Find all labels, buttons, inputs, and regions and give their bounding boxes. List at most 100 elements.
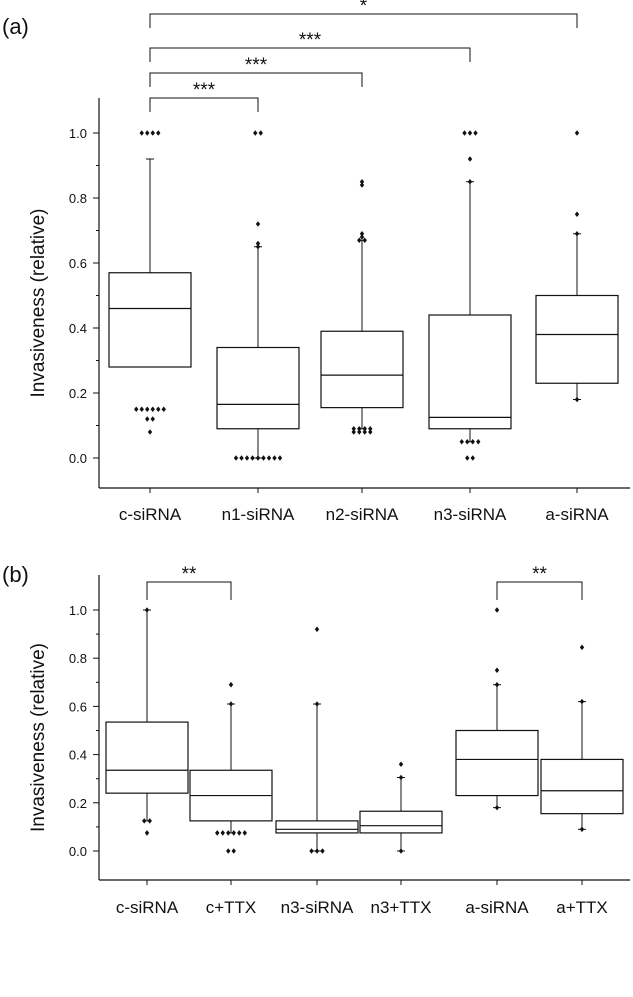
y-tick-label: 0.2: [69, 386, 87, 401]
category-label: n1-siRNA: [222, 505, 295, 524]
y-tick-label: 0.8: [69, 191, 87, 206]
bracket-line: [149, 47, 471, 62]
panel-label: (b): [2, 562, 29, 587]
outlier-point: [579, 826, 585, 833]
panel-label: (a): [2, 14, 29, 39]
outlier-point: [255, 243, 261, 250]
bracket-line: [149, 97, 259, 112]
outlier-point: [462, 130, 467, 136]
outlier-point: [156, 130, 161, 136]
y-tick-label: 0.4: [69, 321, 87, 336]
outlier-point: [277, 455, 283, 461]
box-n3+TTX: [359, 761, 443, 854]
outlier-point: [574, 396, 580, 403]
outlier-point: [351, 429, 356, 435]
outlier-point: [357, 429, 362, 435]
outlier-point: [231, 848, 236, 854]
outlier-point: [351, 425, 356, 432]
outlier-point: [574, 230, 580, 237]
outlier-point: [314, 701, 320, 707]
outlier-point: [359, 178, 365, 185]
category-label: c+TTX: [206, 898, 257, 917]
significance-label: ***: [193, 80, 216, 101]
outlier-point: [161, 406, 166, 413]
category-label: n3-siRNA: [434, 505, 507, 524]
outlier-point: [574, 211, 580, 218]
outlier-point: [253, 130, 258, 136]
iqr-box: [216, 346, 300, 430]
outlier-point: [579, 644, 585, 651]
outlier-point: [473, 130, 478, 136]
outlier-point: [134, 406, 139, 413]
outlier-point: [145, 130, 150, 136]
outlier-point: [467, 130, 473, 136]
panel-a: 0.0 0.2 0.4 0.6 0.8 1.0 Invasiveness (relative…: [2, 0, 630, 524]
y-tick-label: 1.0: [69, 603, 87, 618]
outlier-point: [147, 818, 152, 824]
iqr-box: [108, 272, 192, 368]
outlier-point: [145, 416, 150, 422]
box-n2-siRNA: [320, 178, 404, 435]
significance-bracket: **: [496, 564, 583, 600]
outlier-point: [368, 425, 373, 432]
iqr-box: [105, 721, 189, 794]
significance-label: **: [532, 564, 547, 585]
outlier-point: [494, 804, 500, 811]
outlier-point: [467, 178, 473, 185]
box-n3-siRNA: [428, 130, 512, 461]
outlier-point: [359, 230, 365, 237]
iqr-box: [540, 758, 624, 815]
outlier-point: [156, 406, 161, 413]
outlier-point: [231, 830, 236, 836]
outlier-point: [233, 455, 239, 461]
significance-bracket: ***: [149, 80, 259, 112]
category-label: a-siRNA: [545, 505, 609, 524]
box-c-siRNA: [105, 607, 189, 836]
category-label: c-siRNA: [119, 505, 182, 524]
category-label: n3+TTX: [371, 898, 432, 917]
bracket-line: [146, 581, 232, 600]
significance-label: ***: [299, 30, 322, 51]
outlier-point: [255, 240, 261, 247]
outlier-point: [320, 848, 325, 854]
box-a-siRNA: [455, 607, 539, 811]
outlier-point: [220, 830, 225, 836]
y-tick-label: 0.8: [69, 651, 87, 666]
outlier-point: [237, 830, 242, 836]
outlier-point: [579, 698, 585, 705]
significance-label: *: [360, 0, 368, 17]
iqr-box: [535, 294, 619, 384]
outlier-point: [398, 848, 404, 854]
outlier-point: [494, 667, 500, 674]
iqr-box: [359, 810, 443, 834]
outlier-point: [362, 425, 367, 432]
outlier-point: [494, 607, 500, 613]
outlier-point: [574, 130, 580, 136]
y-axis-label: Invasiveness (relative): [28, 208, 49, 397]
outlier-point: [261, 455, 266, 461]
outlier-point: [266, 455, 272, 461]
category-label: c-siRNA: [116, 898, 179, 917]
y-tick-label: 1.0: [69, 126, 87, 141]
box-a-siRNA: [535, 130, 619, 403]
outlier-point: [139, 130, 144, 136]
outlier-point: [476, 438, 481, 445]
box-n1-siRNA: [216, 130, 300, 461]
outlier-point: [144, 607, 150, 613]
outlier-point: [150, 406, 155, 413]
outlier-point: [150, 130, 155, 136]
category-label: n2-siRNA: [326, 505, 399, 524]
iqr-box: [320, 330, 404, 409]
outlier-point: [398, 774, 404, 781]
outlier-point: [362, 429, 367, 435]
outlier-point: [465, 438, 470, 445]
outlier-point: [494, 681, 500, 688]
category-label: a-siRNA: [465, 898, 529, 917]
outlier-point: [250, 455, 255, 461]
category-label: a+TTX: [556, 898, 608, 917]
box-n3-siRNA: [275, 626, 359, 854]
outlier-point: [226, 848, 231, 854]
outlier-point: [357, 237, 362, 244]
outlier-point: [144, 830, 150, 836]
outlier-point: [359, 182, 365, 188]
